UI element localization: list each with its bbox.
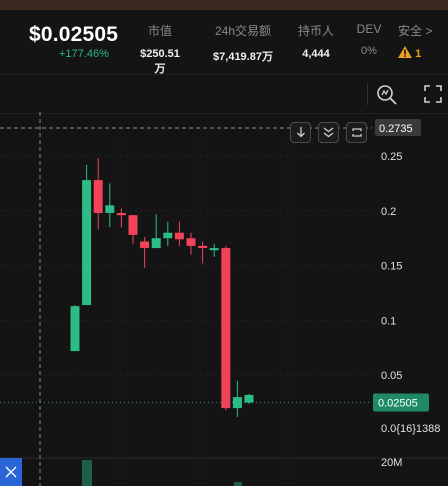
volume-label: 20M (381, 457, 402, 469)
candle-body (140, 241, 150, 249)
candle-series (70, 158, 254, 417)
close-button[interactable] (0, 458, 22, 486)
stat-market-cap: 市值 $250.51万 (140, 22, 180, 76)
stat-label: 持币人 (297, 24, 334, 38)
arrow-down-icon (296, 127, 305, 138)
top-strip (0, 0, 448, 10)
y-tick-label: 0.05 (381, 370, 402, 382)
candle-body (221, 248, 231, 409)
volume-bar (82, 460, 92, 486)
zoom-indicator-icon[interactable] (376, 84, 398, 106)
refresh-icon (351, 128, 362, 137)
security-count: 1 (415, 48, 422, 60)
stat-value: $7,419.87万 (213, 51, 273, 63)
fullscreen-icon[interactable] (424, 85, 442, 103)
price-change: +177.46% (59, 48, 109, 60)
scroll-down-button[interactable] (290, 122, 311, 143)
stat-label: 安全 > (398, 24, 433, 38)
candle-body (93, 180, 103, 213)
reset-button[interactable] (346, 122, 367, 143)
stat-24h-volume: 24h交易额 $7,419.87万 (204, 22, 282, 64)
stat-value: $250.51万 (140, 48, 180, 75)
collapse-button[interactable] (318, 122, 339, 143)
y-tick-label: 0.2 (381, 206, 396, 218)
token-header: $0.02505 +177.46% 市值 $250.51万 24h交易额 $7,… (0, 10, 448, 76)
candle-body (105, 205, 115, 213)
candle-body (209, 248, 219, 251)
warning-icon (398, 46, 412, 58)
collapse-icon (323, 127, 334, 138)
stat-value: 0% (361, 45, 377, 57)
stat-security[interactable]: 安全 > 1 (398, 22, 448, 60)
volume-bar (234, 482, 242, 486)
token-price: $0.02505 (29, 23, 119, 46)
y-tick-label: 0.0{16}1388 (381, 423, 440, 435)
stat-label: 24h交易额 (214, 24, 272, 38)
candle-body (116, 212, 126, 216)
y-tick-label: 0.15 (381, 261, 402, 273)
candle-body (186, 238, 196, 246)
stat-value: 4,444 (302, 48, 330, 60)
price-chart[interactable]: 0.25 0.2 0.15 0.1 0.05 0.0{16}1388 20M 0.2735 0.… (0, 112, 448, 486)
candle-body (163, 232, 173, 239)
chart-toolbar (0, 74, 448, 114)
stat-holders: 持币人 4,444 (292, 22, 340, 60)
candle-body (232, 397, 242, 409)
toolbar-divider (367, 83, 368, 105)
last-price-label: 0.02505 (378, 398, 418, 410)
close-icon (5, 466, 17, 478)
stat-label: DEV (356, 22, 382, 36)
stat-label: 市值 (147, 24, 172, 38)
crosshair-price-badge (375, 119, 421, 136)
candle-body (128, 215, 138, 235)
crosshair-price-label: 0.2735 (379, 123, 413, 135)
candle-body (151, 238, 161, 249)
security-value: 1 (398, 46, 448, 60)
candle-body (244, 394, 254, 403)
candle-body (198, 245, 208, 249)
y-tick-label: 0.1 (381, 315, 396, 327)
last-price-badge (373, 393, 429, 412)
y-tick-label: 0.25 (381, 151, 402, 163)
candle-body (174, 232, 184, 240)
y-axis: 0.25 0.2 0.15 0.1 0.05 0.0{16}1388 20M 0.2735 0.… (373, 119, 440, 469)
candle-body (82, 180, 92, 306)
candle-body (70, 306, 80, 352)
volume-series (82, 460, 242, 486)
stat-dev: DEV 0% (354, 22, 384, 57)
candlestick-chart: 0.25 0.2 0.15 0.1 0.05 0.0{16}1388 20M 0.2735 0.… (0, 112, 448, 486)
